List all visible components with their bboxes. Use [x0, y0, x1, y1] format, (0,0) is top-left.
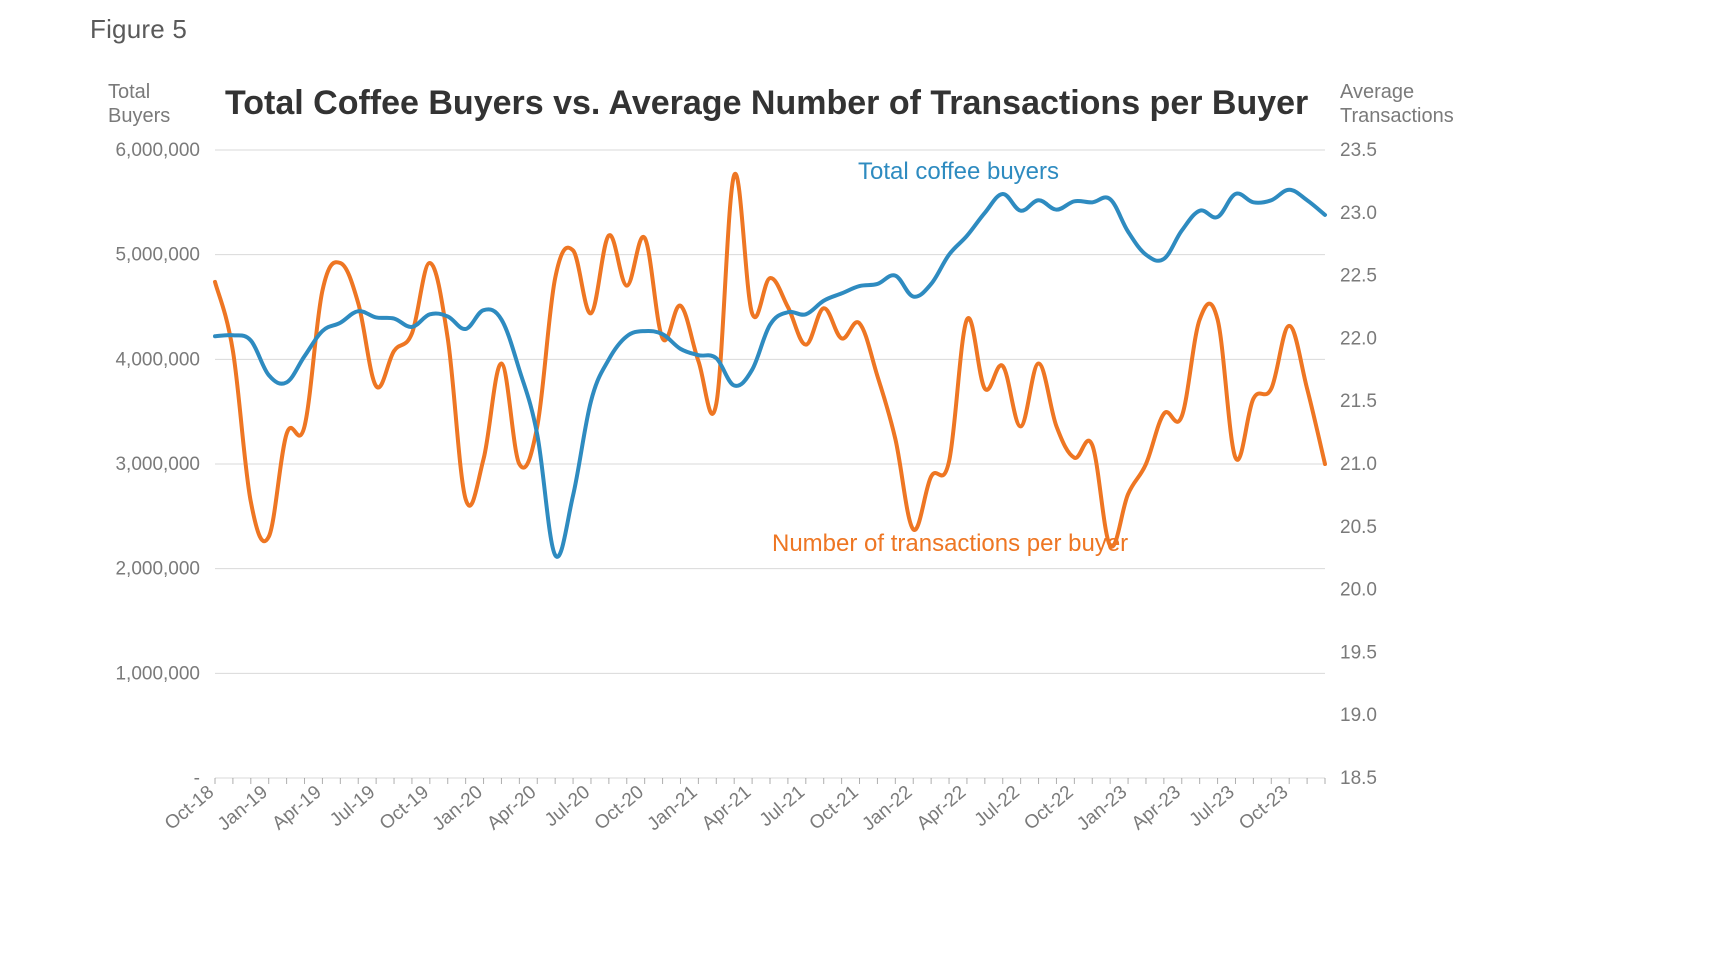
svg-text:Jul-23: Jul-23 — [1186, 782, 1239, 831]
svg-text:Oct-21: Oct-21 — [806, 782, 863, 835]
svg-text:Jul-21: Jul-21 — [756, 782, 809, 831]
x-tick-label: Oct-21 — [806, 782, 863, 835]
svg-text:Jan-21: Jan-21 — [644, 782, 702, 835]
x-tick-label: Apr-21 — [698, 782, 755, 835]
x-tick-label: Apr-22 — [913, 782, 970, 835]
y-left-tick-label: 1,000,000 — [115, 663, 200, 684]
x-tick-label: Jan-19 — [214, 782, 272, 835]
svg-text:Jan-19: Jan-19 — [214, 782, 272, 835]
x-tick-label: Jul-21 — [756, 782, 809, 831]
svg-text:Apr-20: Apr-20 — [483, 782, 540, 835]
y-right-tick-label: 22.5 — [1340, 266, 1377, 287]
chart-container: Figure 5 Total Coffee Buyers vs. Average… — [0, 0, 1718, 964]
x-tick-label: Oct-19 — [376, 782, 433, 835]
y-right-tick-label: 21.0 — [1340, 454, 1377, 475]
y-right-tick-label: 20.0 — [1340, 580, 1377, 601]
chart-svg: -1,000,0002,000,0003,000,0004,000,0005,0… — [0, 0, 1718, 964]
x-tick-label: Jul-22 — [971, 782, 1024, 831]
y-left-tick-label: 6,000,000 — [115, 140, 200, 161]
x-tick-label: Oct-18 — [161, 782, 218, 835]
y-right-tick-label: 23.5 — [1340, 140, 1377, 161]
series-line-blue — [215, 190, 1325, 557]
y-right-tick-label: 21.5 — [1340, 391, 1377, 412]
x-tick-label: Jul-19 — [326, 782, 379, 831]
svg-text:Jul-19: Jul-19 — [326, 782, 379, 831]
svg-text:Oct-23: Oct-23 — [1235, 782, 1292, 835]
y-left-tick-label: 4,000,000 — [115, 349, 200, 370]
svg-text:Jan-23: Jan-23 — [1073, 782, 1131, 835]
svg-text:Oct-22: Oct-22 — [1020, 782, 1077, 835]
x-tick-label: Jan-23 — [1073, 782, 1131, 835]
svg-text:Apr-21: Apr-21 — [698, 782, 755, 835]
x-tick-label: Apr-19 — [268, 782, 325, 835]
x-tick-label: Jan-21 — [644, 782, 702, 835]
x-tick-label: Apr-23 — [1128, 782, 1185, 835]
svg-text:Apr-19: Apr-19 — [268, 782, 325, 835]
y-right-tick-label: 20.5 — [1340, 517, 1377, 538]
svg-text:Jan-20: Jan-20 — [429, 782, 487, 835]
series-line-orange — [215, 174, 1325, 547]
svg-text:Apr-22: Apr-22 — [913, 782, 970, 835]
y-left-tick-label: 3,000,000 — [115, 454, 200, 475]
svg-text:Jul-22: Jul-22 — [971, 782, 1024, 831]
svg-text:Oct-20: Oct-20 — [591, 782, 648, 835]
x-tick-label: Oct-22 — [1020, 782, 1077, 835]
y-right-tick-label: 18.5 — [1340, 768, 1377, 789]
x-tick-label: Oct-23 — [1235, 782, 1292, 835]
x-tick-label: Oct-20 — [591, 782, 648, 835]
x-tick-label: Apr-20 — [483, 782, 540, 835]
x-tick-label: Jan-20 — [429, 782, 487, 835]
y-right-tick-label: 19.0 — [1340, 705, 1377, 726]
svg-text:Oct-19: Oct-19 — [376, 782, 433, 835]
y-right-tick-label: 19.5 — [1340, 642, 1377, 663]
svg-text:Oct-18: Oct-18 — [161, 782, 218, 835]
y-right-tick-label: 22.0 — [1340, 328, 1377, 349]
svg-text:Jan-22: Jan-22 — [858, 782, 916, 835]
x-tick-label: Jan-22 — [858, 782, 916, 835]
y-right-tick-label: 23.0 — [1340, 203, 1377, 224]
y-left-tick-label: 2,000,000 — [115, 559, 200, 580]
y-left-tick-label: 5,000,000 — [115, 245, 200, 266]
svg-text:Apr-23: Apr-23 — [1128, 782, 1185, 835]
svg-text:Jul-20: Jul-20 — [541, 782, 594, 831]
x-tick-label: Jul-23 — [1186, 782, 1239, 831]
x-tick-label: Jul-20 — [541, 782, 594, 831]
